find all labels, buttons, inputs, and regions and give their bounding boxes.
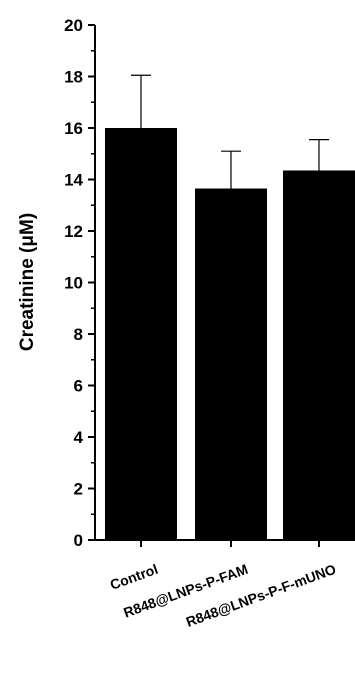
y-tick-label: 8 (74, 325, 83, 344)
y-tick-label: 4 (74, 428, 84, 447)
y-axis-title: Creatinine (μM) (17, 213, 38, 351)
y-axis: 0 2 4 6 8 10 12 14 16 18 20 (64, 16, 96, 550)
bars (105, 128, 355, 541)
y-tick-label: 10 (64, 274, 83, 293)
bar-2 (283, 170, 355, 541)
y-tick-label: 6 (74, 377, 83, 396)
y-tick-label: 20 (64, 16, 83, 35)
y-tick-label: 16 (64, 119, 83, 138)
y-tick-label: 14 (64, 171, 83, 190)
y-tick-label: 0 (74, 531, 83, 550)
y-tick-label: 12 (64, 222, 83, 241)
bar-1 (195, 188, 267, 540)
error-bars (131, 74, 329, 189)
y-tick-label: 18 (64, 68, 83, 87)
x-tick-label: R848@LNPs-P-F-mUNO (184, 561, 338, 630)
bar-0 (105, 128, 177, 540)
y-tick-label: 2 (74, 480, 83, 499)
x-tick-label: Control (108, 561, 160, 593)
